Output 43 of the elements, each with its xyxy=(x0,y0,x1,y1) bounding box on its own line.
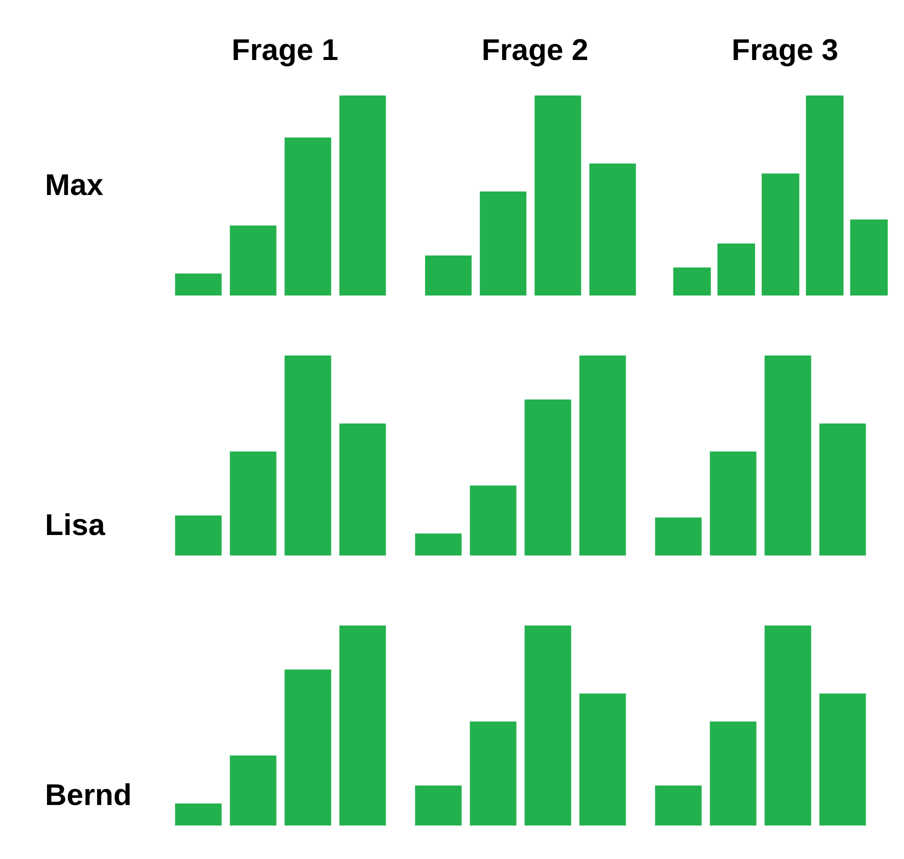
bar xyxy=(806,96,844,296)
bar xyxy=(764,356,812,556)
bar xyxy=(175,804,222,826)
chart-title: Frage 1 xyxy=(232,33,338,69)
bar xyxy=(710,452,756,556)
bar xyxy=(339,626,386,826)
bar xyxy=(762,174,800,296)
bar xyxy=(850,220,888,296)
bar xyxy=(415,786,462,826)
y-axis-title: Lisa xyxy=(45,508,106,544)
bar xyxy=(534,96,582,296)
chart-title: Frage 2 xyxy=(482,33,588,69)
bar xyxy=(579,694,626,826)
bar xyxy=(470,486,516,556)
bar xyxy=(655,786,702,826)
bar xyxy=(673,268,711,296)
bar xyxy=(710,722,756,826)
bar xyxy=(524,626,572,826)
bar xyxy=(230,226,276,296)
bar xyxy=(339,424,386,556)
chart-title: Frage 3 xyxy=(732,33,838,69)
bar xyxy=(175,274,222,296)
bar xyxy=(339,96,386,296)
bar xyxy=(415,534,462,556)
bar xyxy=(717,244,756,296)
bar xyxy=(655,518,702,556)
bar xyxy=(470,722,516,826)
bar xyxy=(284,356,332,556)
bar xyxy=(524,400,572,556)
y-axis-title: Bernd xyxy=(45,778,132,814)
bar xyxy=(764,626,812,826)
bar xyxy=(230,452,276,556)
bar xyxy=(579,356,626,556)
y-axis-title: Max xyxy=(45,168,104,204)
bar xyxy=(284,138,332,296)
bar xyxy=(284,670,332,826)
bar xyxy=(819,694,866,826)
bar xyxy=(175,516,222,556)
bar xyxy=(480,192,526,296)
bar xyxy=(819,424,866,556)
bar xyxy=(589,164,636,296)
bar xyxy=(425,256,472,296)
bar xyxy=(230,756,276,826)
